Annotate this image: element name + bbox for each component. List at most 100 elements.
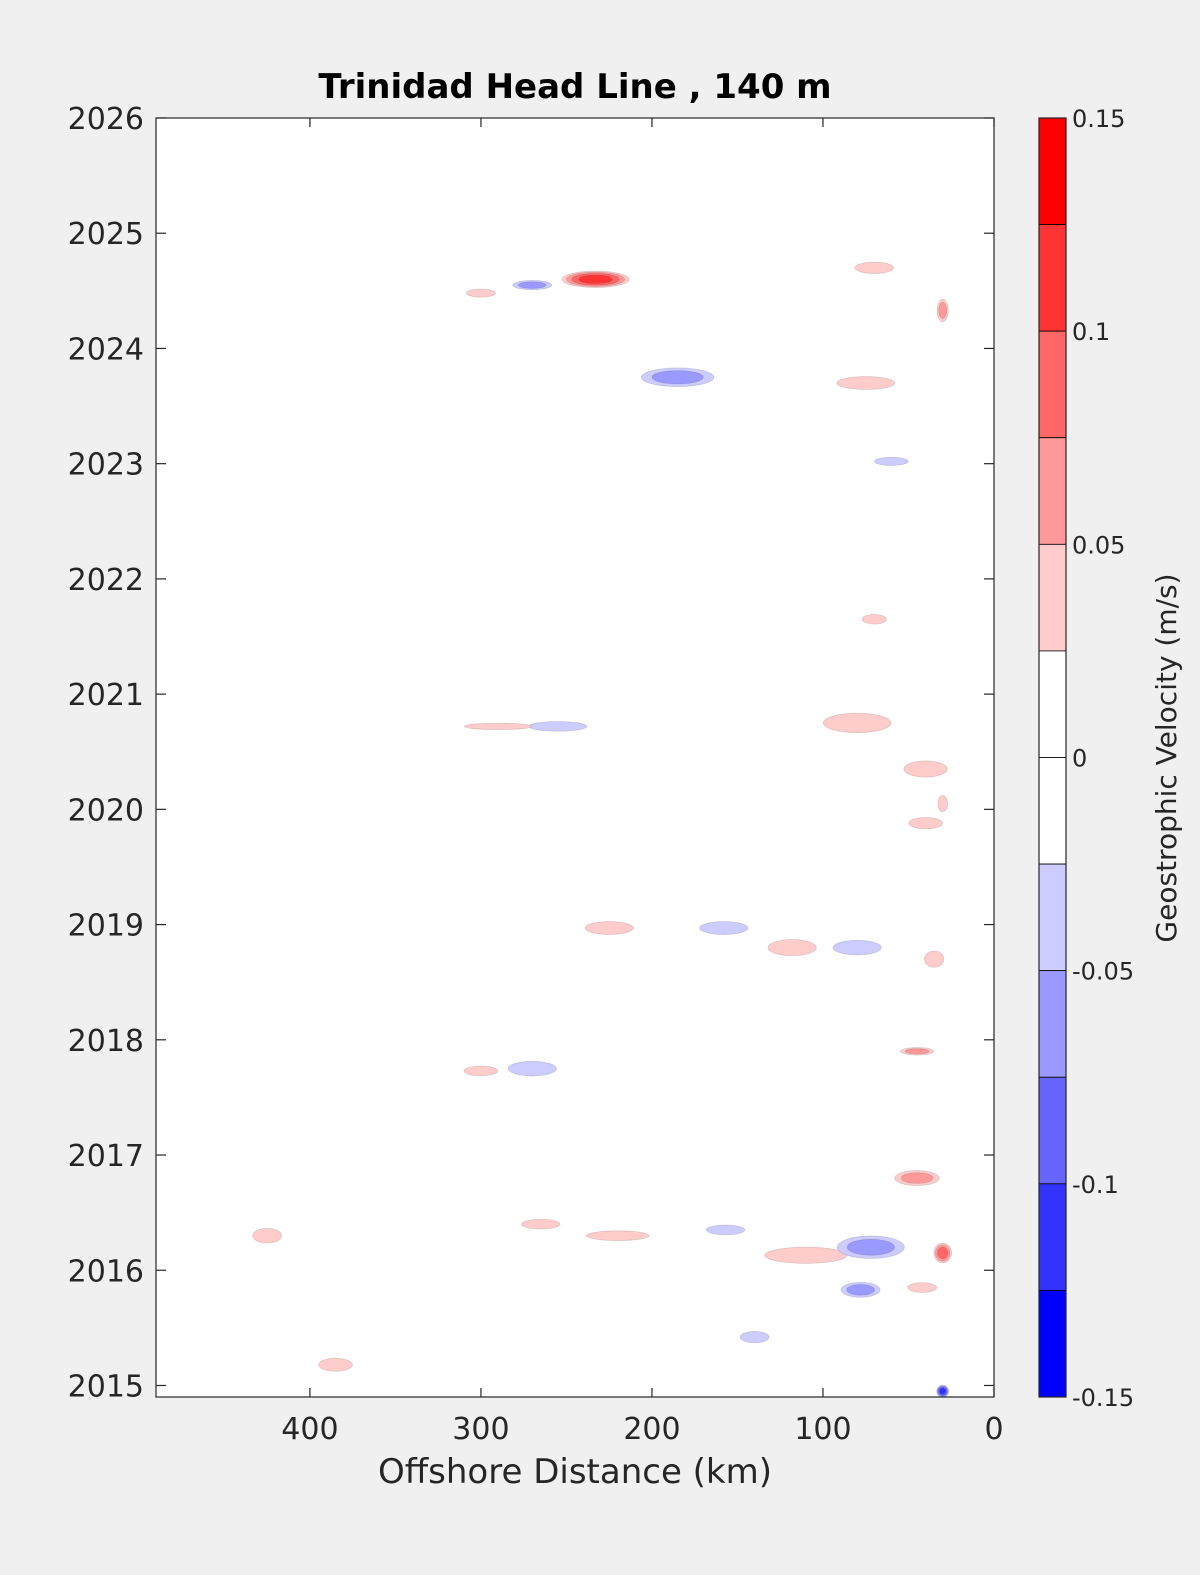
x-axis-title: Offshore Distance (km) [378,1452,772,1492]
colorbar-swatch [1038,757,1067,865]
contour-level-16-2 [822,712,892,734]
colorbar-tick-label: -0.05 [1072,958,1134,986]
contour-feature-30 [899,1047,935,1056]
colorbar-tick-label: 0.15 [1072,105,1125,133]
contour-feature-28 [507,1060,557,1077]
contour-level-30-3 [904,1048,930,1055]
colorbar-tick-label: 0.1 [1072,318,1110,346]
y-tick-label: 2022 [68,563,144,598]
y-tick-label: 2020 [68,793,144,828]
contour-field [252,261,952,1397]
contour-level-22-2 [767,939,817,957]
colorbar-swatch [1038,1183,1067,1291]
colorbar-tick-label: -0.1 [1072,1171,1119,1199]
x-tick-label: 0 [984,1412,1003,1447]
contour-level-42-2 [907,1282,938,1293]
contour-level-33-2 [585,1230,650,1241]
contour-level-37-2 [764,1246,848,1264]
contour-level-14-2 [528,721,588,732]
contour-feature-47 [318,1357,353,1372]
contour-level-54-2 [937,795,948,813]
contour-feature-9 [874,456,909,466]
contour-feature-39 [840,1281,881,1298]
contour-level-19-2 [908,817,943,830]
colorbar-swatch [1038,224,1067,332]
colorbar-tick-label: 0 [1072,745,1087,773]
contour-feature-12 [861,613,887,625]
y-tick-label: 2017 [68,1139,144,1174]
contour-feature-33 [585,1230,650,1241]
contour-level-15-2 [463,722,533,731]
colorbar-frame [1038,117,1067,1398]
contour-level-9-2 [874,456,909,466]
contour-feature-15 [463,722,533,731]
contour-level-28-2 [507,1060,557,1077]
x-tick-label: 200 [623,1412,680,1447]
contour-feature-3 [640,367,715,388]
contour-feature-42 [907,1282,938,1293]
plot-frame [155,117,995,1398]
contour-feature-43 [739,1330,770,1344]
contour-level-44-2 [252,1227,283,1244]
y-tick-label: 2018 [68,1024,144,1059]
colorbar-title: Geostrophic Velocity (m/s) [1150,573,1183,942]
y-tick-label: 2024 [68,332,144,367]
contour-level-8-2 [836,376,896,390]
contour-level-47-2 [318,1357,353,1372]
y-tick-label: 2025 [68,217,144,252]
contour-level-18-2 [903,760,948,778]
contour-feature-22 [767,939,817,957]
colorbar-swatch [1038,117,1067,225]
colorbar-swatch [1038,1290,1067,1398]
contour-feature-36 [521,1218,561,1230]
contour-feature-35 [705,1224,746,1236]
contour-level-49-5 [939,1387,947,1395]
x-axis: 400 300 200 100 0 [281,118,1004,1447]
contour-feature-54 [937,795,948,813]
colorbar-swatch [1038,437,1067,545]
contour-level-12-2 [861,613,887,625]
contour-level-23-2 [832,939,882,956]
contour-level-51-3 [938,302,948,319]
colorbar-swatch [1038,543,1067,652]
contour-feature-21 [699,921,749,935]
contour-level-25-2 [924,950,945,968]
colorbar-swatch [1038,1076,1067,1185]
contour-feature-29 [463,1065,499,1077]
contour-level-39-3 [846,1284,875,1296]
colorbar-swatch [1038,970,1067,1078]
y-tick-label: 2021 [68,678,144,713]
colorbar-swatch [1038,650,1067,758]
colorbar-swatch [1038,330,1067,439]
contour-level-36-2 [521,1218,561,1230]
y-tick-label: 2016 [68,1254,144,1289]
contour-level-2-2 [466,288,496,298]
colorbar-swatch [1038,863,1067,972]
contour-feature-23 [832,939,882,956]
contour-feature-8 [836,376,896,390]
contour-level-1-3 [518,281,547,289]
x-tick-label: 300 [452,1412,509,1447]
y-tick-label: 2026 [68,102,144,137]
contour-feature-44 [252,1227,283,1244]
contour-feature-2 [466,288,496,298]
contour-level-20-2 [584,921,634,935]
contour-level-29-2 [463,1065,499,1077]
contour-level-40-3 [900,1172,934,1184]
colorbar: 0.15 0.1 0.05 0 -0.05 -0.1 -0.15 [1038,105,1134,1412]
contour-level-21-2 [699,921,749,935]
plot-area [156,118,994,1397]
colorbar-tick-label: -0.15 [1072,1384,1134,1412]
contour-feature-19 [908,817,943,830]
x-tick-label: 100 [794,1412,851,1447]
colorbar-tick-label: 0.05 [1072,531,1125,559]
y-tick-label: 2019 [68,909,144,944]
contour-feature-1 [512,279,553,291]
y-axis: 2015 2016 2017 2018 2019 2020 2021 2022 2023 2024… [68,102,994,1404]
contour-feature-25 [924,950,945,968]
contour-feature-18 [903,760,948,778]
contour-feature-7 [854,261,895,274]
contour-feature-14 [528,721,588,732]
contour-level-43-2 [739,1330,770,1344]
